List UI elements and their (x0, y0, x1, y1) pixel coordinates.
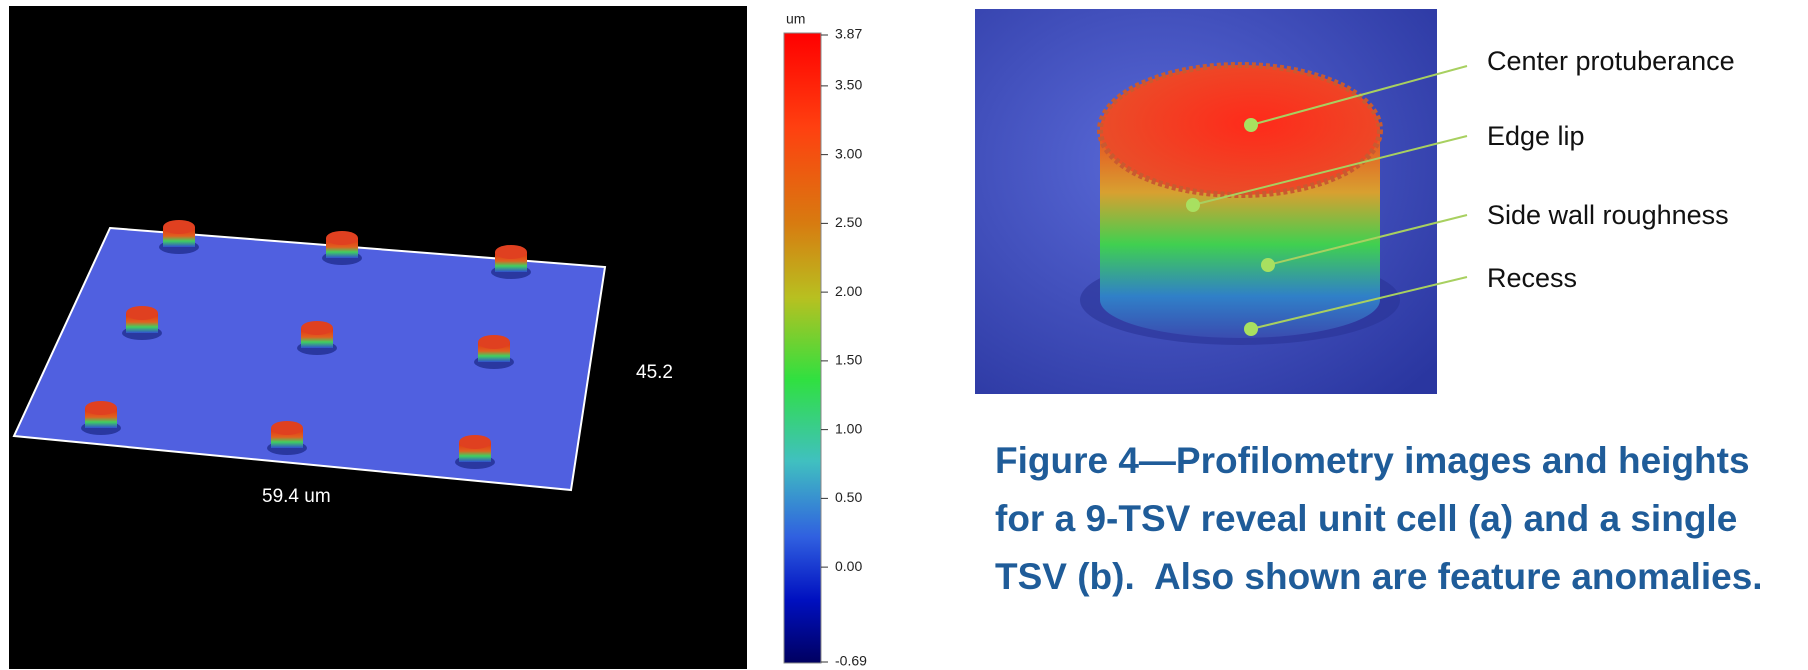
pillar-top (495, 245, 527, 259)
pillar-top (163, 220, 195, 234)
colorbar-tick-label: 3.87 (835, 26, 862, 42)
colorbar-tick-label: 1.00 (835, 420, 862, 436)
pillar-top (478, 335, 510, 349)
colorbar-tick-label: 2.50 (835, 214, 862, 230)
annotation-label: Center protuberance (1487, 46, 1735, 76)
colorbar-tick-label: 3.50 (835, 77, 862, 93)
y-dimension: 45.2 (636, 362, 673, 383)
annotation-label: Edge lip (1487, 121, 1585, 151)
pillar-top (326, 231, 358, 245)
pillar-top (271, 421, 303, 435)
pillar-top (459, 435, 491, 449)
x-dimension: 59.4 um (262, 486, 331, 507)
colorbar-unit: um (786, 11, 805, 27)
tsv-top (1100, 65, 1380, 195)
colorbar-tick-label: -0.69 (835, 653, 867, 669)
pillar-top (301, 321, 333, 335)
colorbar-tick-label: 2.00 (835, 283, 862, 299)
pillar-top (85, 401, 117, 415)
colorbar-tick-label: 0.50 (835, 489, 862, 505)
colorbar (784, 33, 821, 663)
figure-caption: Figure 4—Profilometry images and heights… (995, 432, 1785, 606)
pillar-top (126, 306, 158, 320)
colorbar-tick-label: 1.50 (835, 352, 862, 368)
colorbar-ticks: 3.87 3.50 3.00 2.50 2.00 1.50 1.00 0.50 0.00 -0.6… (821, 26, 867, 669)
colorbar-tick-label: 3.00 (835, 145, 862, 161)
page: {"panel_a": { "colorbar": {"unit": "um",… (0, 0, 1808, 670)
annotation-label: Recess (1487, 263, 1577, 293)
annotation-label: Side wall roughness (1487, 200, 1729, 230)
colorbar-tick-label: 0.00 (835, 558, 862, 574)
